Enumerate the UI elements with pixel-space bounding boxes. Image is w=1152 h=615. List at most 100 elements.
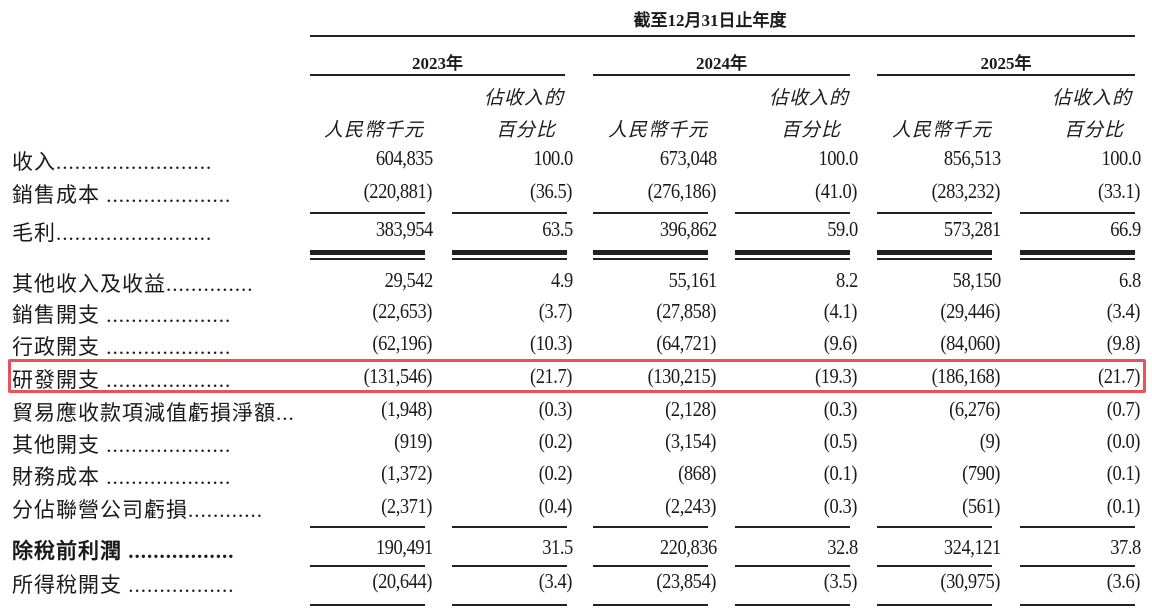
year-2025-header: 2025年: [980, 54, 1032, 73]
subtotal-rule: [1020, 565, 1135, 567]
subtotal-rule: [877, 565, 992, 567]
subtotal-rule: [310, 526, 425, 528]
percent-cell: 63.5: [542, 217, 573, 241]
subtotal-rule: [593, 565, 708, 567]
amount-unit-header: 人民幣千元: [607, 120, 708, 141]
percent-cell: (21.7): [529, 364, 572, 388]
subtotal-rule: [452, 526, 567, 528]
amount-cell: (27,858): [656, 299, 716, 323]
row-label: 分佔聯營公司虧損............: [12, 498, 263, 522]
subtotal-rule: [593, 604, 708, 606]
percent-cell: 32.8: [827, 535, 858, 559]
percent-cell: (0.1): [1106, 461, 1141, 485]
percent-cell: 59.0: [827, 217, 858, 241]
year-2024-header: 2024年: [696, 54, 747, 73]
subtotal-rule: [452, 604, 567, 606]
subtotal-rule: [1020, 212, 1135, 214]
amount-cell: (276,186): [647, 179, 717, 203]
amount-cell: (790): [962, 461, 1000, 485]
amount-cell: (84,060): [940, 331, 1000, 355]
amount-cell: (283,232): [931, 179, 1001, 203]
amount-cell: (64,721): [656, 331, 716, 355]
amount-cell: (2,243): [665, 494, 716, 518]
pct-header-line2: 百分比: [780, 120, 841, 141]
percent-cell: (0.4): [538, 494, 573, 518]
row-label: 收入.........................: [12, 150, 213, 174]
total-double-rule-thick: [310, 250, 425, 255]
amount-cell: 55,161: [668, 268, 718, 292]
amount-cell: (131,546): [363, 364, 433, 388]
percent-cell: (0.3): [823, 397, 858, 421]
row-label: 貿易應收款項減值虧損淨額...: [12, 401, 295, 425]
amount-cell: (20,644): [372, 569, 432, 593]
period-header: 截至12月31日止年度: [633, 11, 787, 30]
row-label: 除稅前利潤 .................: [12, 539, 235, 563]
amount-cell: 220,836: [659, 535, 717, 559]
pct-header-line1: 佔收入的: [483, 88, 564, 109]
percent-cell: (33.1): [1097, 179, 1140, 203]
amount-cell: (868): [678, 461, 716, 485]
amount-cell: (919): [394, 429, 432, 453]
percent-cell: (0.7): [1106, 397, 1141, 421]
amount-cell: 324,121: [943, 535, 1001, 559]
amount-cell: (130,215): [647, 364, 717, 388]
subtotal-rule: [735, 212, 850, 214]
percent-cell: (3.6): [1106, 569, 1141, 593]
total-double-rule-thin: [452, 258, 567, 260]
subtotal-rule: [735, 604, 850, 606]
row-label: 研發開支 ....................: [12, 368, 232, 392]
pct-header-line1: 佔收入的: [1051, 88, 1132, 109]
percent-cell: 100.0: [1101, 146, 1141, 170]
percent-cell: 37.8: [1110, 535, 1141, 559]
year-2023-header: 2023年: [412, 54, 463, 73]
row-label: 銷售成本 ....................: [12, 183, 232, 207]
amount-cell: 190,491: [375, 535, 433, 559]
year-rule: [310, 74, 565, 76]
subtotal-rule: [877, 212, 992, 214]
row-label: 財務成本 ....................: [12, 465, 232, 489]
subtotal-rule: [877, 604, 992, 606]
percent-cell: 31.5: [542, 535, 573, 559]
header-rule: [310, 35, 1135, 37]
total-double-rule-thick: [877, 250, 992, 255]
year-rule: [593, 74, 850, 76]
amount-cell: 573,281: [943, 217, 1001, 241]
percent-cell: (4.1): [823, 299, 858, 323]
subtotal-rule: [310, 604, 425, 606]
subtotal-rule: [593, 526, 708, 528]
percent-cell: (36.5): [529, 179, 572, 203]
percent-cell: (0.3): [538, 397, 573, 421]
row-label: 其他開支 ....................: [12, 433, 232, 457]
amount-cell: (1,948): [381, 397, 432, 421]
percent-cell: (10.3): [529, 331, 572, 355]
row-label: 所得稅開支 .................: [12, 573, 235, 597]
amount-cell: 604,835: [375, 146, 433, 170]
percent-cell: (21.7): [1097, 364, 1140, 388]
amount-cell: (3,154): [665, 429, 716, 453]
subtotal-rule: [310, 212, 425, 214]
total-double-rule-thin: [735, 258, 850, 260]
pct-header-line2: 百分比: [495, 120, 556, 141]
percent-cell: (0.1): [823, 461, 858, 485]
amount-cell: (9): [979, 429, 1001, 453]
percent-cell: (3.5): [823, 569, 858, 593]
subtotal-rule: [1020, 526, 1135, 528]
subtotal-rule: [593, 212, 708, 214]
percent-cell: (0.1): [1106, 494, 1141, 518]
subtotal-rule: [735, 526, 850, 528]
row-label: 行政開支 ....................: [12, 335, 232, 359]
highlight-box: [8, 359, 1146, 393]
total-double-rule-thin: [877, 258, 992, 260]
amount-cell: 856,513: [943, 146, 1001, 170]
subtotal-rule: [1020, 604, 1135, 606]
row-label: 其他收入及收益..............: [12, 272, 254, 296]
total-double-rule-thin: [593, 258, 708, 260]
total-double-rule-thick: [452, 250, 567, 255]
total-double-rule-thick: [1020, 250, 1135, 255]
amount-cell: (22,653): [372, 299, 432, 323]
amount-cell: (2,371): [381, 494, 432, 518]
row-label: 毛利.........................: [12, 221, 213, 245]
amount-cell: 58,150: [952, 268, 1002, 292]
percent-cell: (0.2): [538, 461, 573, 485]
percent-cell: (3.4): [1106, 299, 1141, 323]
